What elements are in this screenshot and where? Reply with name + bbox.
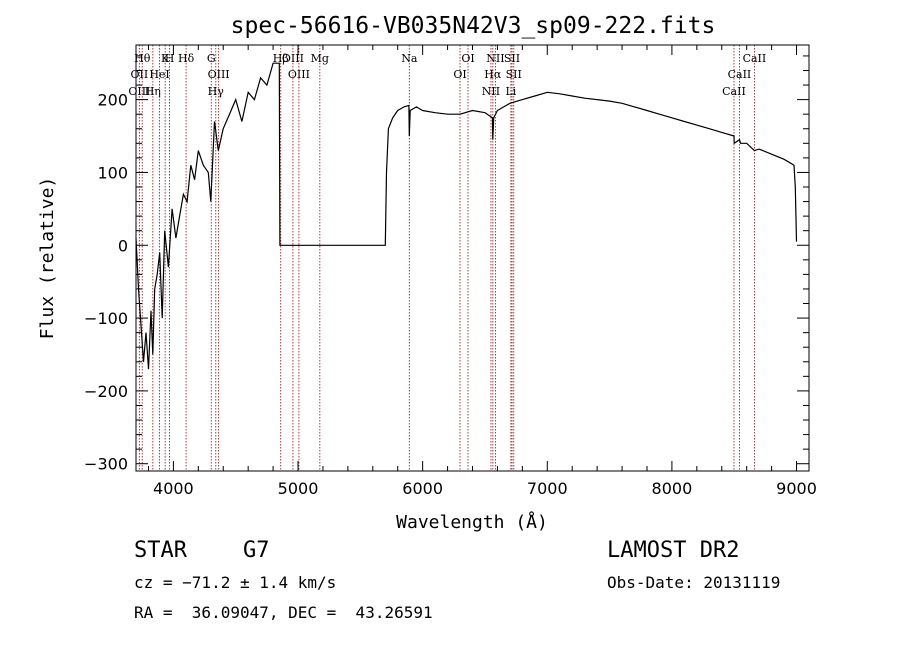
spectral-line-label: OII [131,68,149,81]
y-axis-label: Flux (relative) [37,177,58,340]
object-class: STAR [134,538,187,563]
y-tick-label: 200 [97,91,128,110]
spectral-line-label: OIII [208,68,230,81]
spectral-line-label: SII [506,68,522,81]
spectral-line-label: OI [461,52,474,65]
spectral-line-label: Mg [311,52,329,65]
observation-date: Obs-Date: 20131119 [607,573,781,592]
spectral-line-label: OI [453,68,466,81]
x-tick-label: 7000 [527,479,568,498]
spectral-line-label: OIII [288,68,310,81]
spectrum-chart: spec-56616-VB035N42V3_sp09-222.fits Hθ OI… [37,13,817,533]
spectrum-line [135,62,798,370]
ra-dec-coordinates: RA = 36.09047, DEC = 43.26591 [134,603,433,622]
spectral-line-label: CaII [728,68,752,81]
spectral-line-label: HeI [149,68,169,81]
chart-title: spec-56616-VB035N42V3_sp09-222.fits [231,13,716,39]
spectral-line-label: G [207,52,216,65]
spectral-line-label: OIII [282,52,304,65]
spectral-line-label: SII [504,52,520,65]
plot-frame [135,44,810,472]
survey-name: LAMOST DR2 [607,538,740,563]
spectral-line-label: Hα [484,68,502,81]
y-tick-label: −300 [84,455,128,474]
spectral-line-label: NII [482,85,500,98]
spectral-line-label: OIII [128,85,150,98]
x-tick-label: 8000 [652,479,693,498]
spectral-line-label: Hθ [134,52,151,65]
x-axis-label: Wavelength (Å) [396,511,548,533]
y-tick-label: −100 [84,309,128,328]
x-tick-label: 9000 [776,479,817,498]
spectral-line-label: Na [401,52,418,65]
spectral-line-label: Hγ [208,85,225,98]
y-axis: −300 −200 −100 0 100 200 [84,55,809,474]
spectral-line-label: CaII [722,85,746,98]
x-tick-label: 4000 [153,479,194,498]
spectral-line-markers [138,45,755,471]
redshift-cz: cz = −71.2 ± 1.4 km/s [134,573,337,592]
spectral-line-label: Hδ [178,52,195,65]
spectral-line-label: Hβ [273,52,289,65]
y-tick-label: 100 [97,163,128,182]
x-tick-label: 5000 [278,479,319,498]
y-tick-label: −200 [84,382,128,401]
spectral-line-label: Li [505,85,516,98]
x-axis: 4000 5000 6000 7000 8000 9000 [147,45,817,498]
x-tick-label: 6000 [402,479,443,498]
y-tick-label: 0 [118,236,128,255]
spectral-line-label: Hη [145,85,161,98]
spectral-line-label: NII [486,52,504,65]
object-subclass: G7 [243,538,270,563]
spectral-line-label: CaII [743,52,767,65]
spectral-line-label: H [165,52,175,65]
spectral-line-label: K [161,52,170,65]
